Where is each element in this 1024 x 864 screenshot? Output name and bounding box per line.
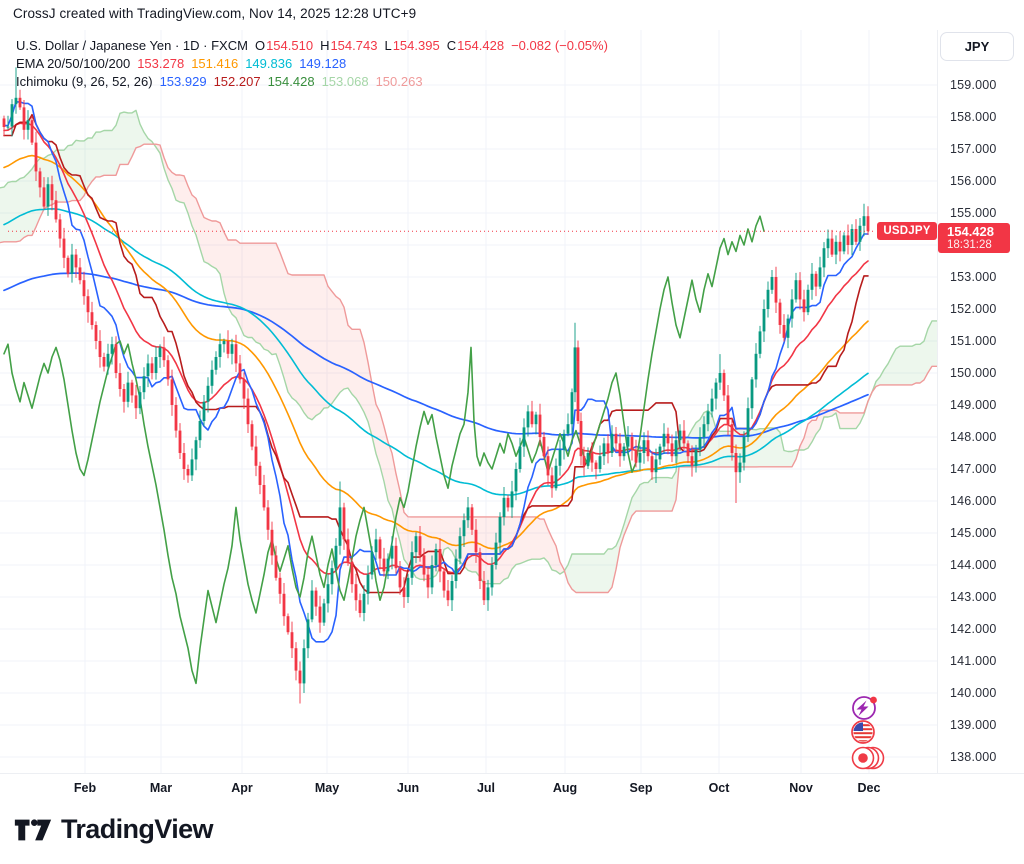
tenkan-line [3, 101, 869, 643]
ichimoku-value: 150.263 [375, 74, 423, 89]
ema200-line [3, 272, 869, 439]
ichimoku-values: 153.929 152.207 154.428 153.068 150.263 [153, 74, 423, 89]
symbol-description: U.S. Dollar / Japanese Yen · 1D · FXCM [16, 38, 248, 53]
price-tick-label: 138.000 [950, 750, 997, 764]
ema100-line [3, 208, 869, 496]
ohlc-letter: O [254, 38, 266, 53]
ichimoku-value: 153.068 [321, 74, 369, 89]
price-tick-label: 144.000 [950, 558, 997, 572]
ohlc-values: O154.510 H154.743 L154.395 C154.428 [248, 38, 504, 53]
tradingview-logo-text: TradingView [61, 814, 214, 844]
time-axis[interactable]: Feb Mar Apr May Jun Jul Aug Sep Oct Nov Dec [0, 773, 1024, 801]
price-tick-label: 142.000 [950, 622, 997, 636]
ichimoku-cloud [0, 109, 937, 594]
month-tick-label: Oct [708, 781, 730, 795]
price-axis-divider [937, 30, 938, 773]
lightning-event-icon[interactable] [852, 696, 877, 720]
price-tick-label: 145.000 [950, 526, 997, 540]
ohlc-value: 154.510 [266, 38, 314, 53]
ichimoku-value: 152.207 [213, 74, 261, 89]
ema-value: 151.416 [191, 56, 239, 71]
ohlc-value: 154.395 [392, 38, 440, 53]
footer: TradingView [0, 800, 1024, 864]
ohlc-letter: H [320, 38, 330, 53]
month-tick-label: Dec [857, 781, 881, 795]
senkou-b-line [0, 143, 937, 594]
price-tick-label: 141.000 [950, 654, 997, 668]
month-tick-label: Mar [149, 781, 173, 795]
ema-value: 149.836 [245, 56, 293, 71]
price-tick-label: 155.000 [950, 206, 997, 220]
tradingview-logo[interactable]: TradingView [14, 814, 214, 845]
price-tick-label: 143.000 [950, 590, 997, 604]
chart-layers [0, 67, 937, 704]
ema-value: 149.128 [299, 56, 347, 71]
price-axis[interactable]: 159.000158.000157.000156.000155.000154.0… [938, 30, 1024, 773]
ichimoku-value: 153.929 [159, 74, 207, 89]
currency-button[interactable]: JPY [940, 32, 1014, 61]
price-tick-label: 150.000 [950, 366, 997, 380]
kijun-line [3, 113, 869, 594]
economic-event-icons[interactable] [840, 690, 902, 782]
ohlc-letter: L [384, 38, 392, 53]
last-price-value: 154.428 [947, 224, 994, 239]
chart-legend: U.S. Dollar / Japanese Yen · 1D · FXCM O1… [16, 37, 608, 91]
price-tick-label: 159.000 [950, 78, 997, 92]
ema50-line [3, 154, 869, 550]
price-tick-label: 148.000 [950, 430, 997, 444]
price-tick-label: 146.000 [950, 494, 997, 508]
bar-countdown: 18:31:28 [947, 239, 992, 251]
price-tick-label: 152.000 [950, 302, 997, 316]
chart-title-bar: CrossJ created with TradingView.com, Nov… [13, 6, 417, 21]
japan-flags-event-icon[interactable] [851, 746, 885, 770]
price-tick-label: 158.000 [950, 110, 997, 124]
month-tick-label: Sep [629, 781, 653, 795]
last-price-label[interactable]: 154.428 18:31:28 [938, 223, 1010, 253]
price-tick-label: 140.000 [950, 686, 997, 700]
month-tick-label: Jun [396, 781, 420, 795]
legend-ichimoku-row[interactable]: Ichimoku (9, 26, 52, 26) 153.929 152.207 15… [16, 73, 608, 91]
ichimoku-value: 154.428 [267, 74, 315, 89]
us-flag-event-icon[interactable] [851, 720, 875, 744]
price-tick-label: 139.000 [950, 718, 997, 732]
month-tick-label: Nov [789, 781, 813, 795]
ema-values: 153.278 151.416 149.836 149.128 [130, 56, 346, 71]
month-tick-label: May [314, 781, 340, 795]
legend-symbol-row[interactable]: U.S. Dollar / Japanese Yen · 1D · FXCM O1… [16, 37, 608, 55]
tradingview-logo-icon [14, 818, 52, 840]
price-tick-label: 153.000 [950, 270, 997, 284]
ichimoku-indicator-label: Ichimoku (9, 26, 52, 26) [16, 74, 153, 89]
candles-layer [2, 67, 870, 704]
month-tick-label: Jul [476, 781, 496, 795]
price-tick-label: 156.000 [950, 174, 997, 188]
ema-value: 153.278 [137, 56, 185, 71]
ema-indicator-label: EMA 20/50/100/200 [16, 56, 131, 71]
ohlc-value: 154.743 [330, 38, 378, 53]
price-tick-label: 151.000 [950, 334, 997, 348]
month-tick-label: Aug [552, 781, 578, 795]
month-tick-label: Apr [231, 781, 253, 795]
price-tick-label: 149.000 [950, 398, 997, 412]
ohlc-letter: C [446, 38, 457, 53]
legend-ema-row[interactable]: EMA 20/50/100/200 153.278 151.416 149.836 14… [16, 55, 608, 73]
change-value: −0.082 (−0.05%) [511, 38, 608, 53]
price-tick-label: 157.000 [950, 142, 997, 156]
month-tick-label: Feb [73, 781, 97, 795]
ema20-line [3, 122, 869, 576]
price-tick-label: 147.000 [950, 462, 997, 476]
ohlc-value: 154.428 [457, 38, 505, 53]
symbol-price-flag[interactable]: USDJPY [877, 222, 937, 240]
